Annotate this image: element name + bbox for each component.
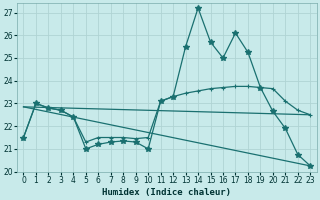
X-axis label: Humidex (Indice chaleur): Humidex (Indice chaleur) [102,188,231,197]
